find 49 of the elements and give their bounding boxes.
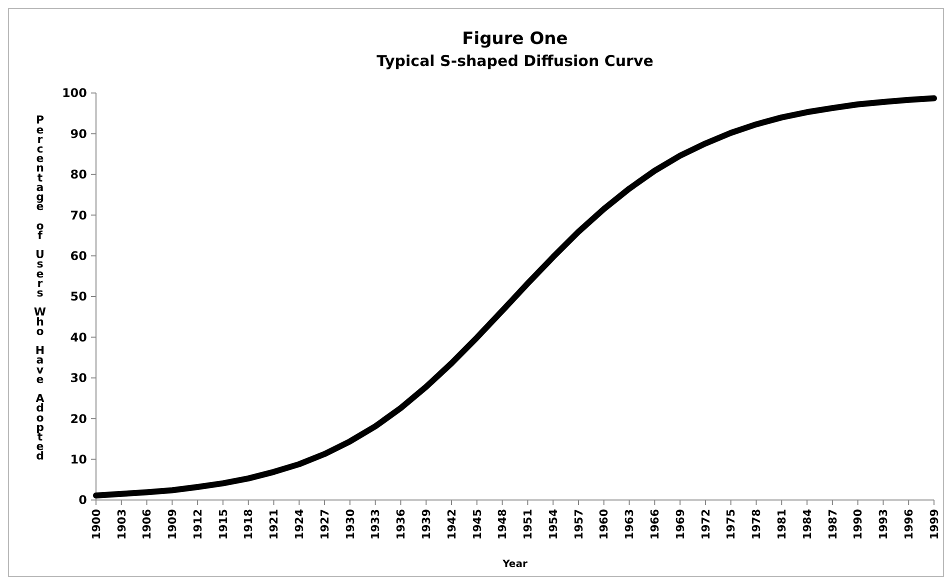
x-tick-label: 1912 bbox=[191, 509, 204, 540]
x-tick-label: 1987 bbox=[826, 509, 840, 540]
x-tick-label: 1909 bbox=[166, 509, 180, 540]
chart-title: Figure One bbox=[462, 29, 568, 49]
x-tick-label: 1945 bbox=[470, 509, 484, 540]
y-tick-label: 20 bbox=[70, 412, 87, 426]
x-tick-label: 1906 bbox=[140, 508, 154, 540]
x-tick-label: 1936 bbox=[394, 508, 408, 540]
x-tick-label: 1966 bbox=[648, 508, 662, 540]
x-tick-label: 1915 bbox=[216, 509, 230, 540]
y-tick-label: 10 bbox=[70, 452, 87, 466]
x-tick-label: 1996 bbox=[902, 508, 916, 540]
x-tick-label: 1900 bbox=[90, 508, 103, 540]
y-tick-label: 40 bbox=[70, 330, 87, 344]
x-tick-label: 1930 bbox=[344, 508, 357, 540]
x-tick-label: 1921 bbox=[268, 509, 281, 540]
x-tick-label: 1963 bbox=[623, 509, 636, 540]
x-tick-label: 1954 bbox=[546, 508, 560, 540]
x-tick-label: 1903 bbox=[115, 509, 128, 540]
y-tick-label: 70 bbox=[70, 208, 87, 222]
x-tick-label: 1984 bbox=[800, 508, 814, 540]
x-axis-title: Year bbox=[502, 559, 528, 570]
y-tick-label: 30 bbox=[70, 371, 87, 386]
x-tick-label: 1978 bbox=[750, 509, 764, 540]
x-tick-label: 1927 bbox=[318, 509, 332, 540]
x-tick-label: 1924 bbox=[293, 508, 306, 540]
y-tick-label: 0 bbox=[78, 493, 87, 508]
x-tick-label: 1969 bbox=[674, 509, 687, 540]
x-tick-label: 1957 bbox=[572, 509, 586, 540]
x-tick-label: 1975 bbox=[724, 509, 738, 540]
x-tick-label: 1960 bbox=[598, 508, 611, 540]
x-tick-label: 1948 bbox=[496, 509, 510, 540]
y-tick-label: 100 bbox=[62, 86, 87, 100]
y-tick-label: 50 bbox=[70, 290, 87, 304]
y-tick-label: 80 bbox=[70, 168, 87, 182]
x-tick-label: 1993 bbox=[877, 509, 890, 540]
x-tick-label: 1972 bbox=[699, 509, 712, 540]
text: Percentage of Users Who Have Adopted bbox=[34, 114, 46, 463]
x-tick-label: 1990 bbox=[852, 508, 865, 540]
x-tick-label: 1999 bbox=[928, 509, 941, 540]
y-tick-label: 60 bbox=[70, 249, 87, 263]
x-tick-label: 1981 bbox=[775, 509, 788, 540]
x-tick-label: 1939 bbox=[420, 509, 433, 540]
x-tick-label: 1942 bbox=[445, 509, 458, 540]
y-tick-label: 90 bbox=[70, 126, 87, 141]
chart-subtitle: Typical S-shaped Diffusion Curve bbox=[376, 52, 654, 70]
x-tick-label: 1951 bbox=[522, 509, 535, 540]
x-tick-label: 1933 bbox=[369, 509, 382, 540]
x-tick-label: 1918 bbox=[242, 509, 256, 540]
